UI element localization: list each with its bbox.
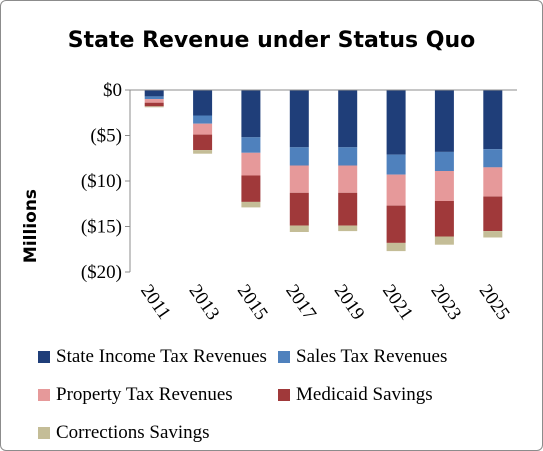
bar-segment-2025-series-0 <box>483 90 503 150</box>
bar-group <box>144 90 503 252</box>
bar-segment-2013-series-4 <box>193 150 213 154</box>
bar-segment-2017-series-2 <box>289 165 309 193</box>
bar-segment-2021-series-2 <box>386 174 406 206</box>
bar-segment-2017-series-0 <box>289 90 309 148</box>
bar-segment-2017-series-3 <box>289 192 309 226</box>
bar-segment-2013-series-0 <box>193 90 213 116</box>
bar-segment-2013-series-2 <box>193 123 213 135</box>
x-tick-label: 2019 <box>330 281 369 324</box>
bar-segment-2011-series-4 <box>144 106 164 108</box>
legend-swatch <box>38 389 50 401</box>
legend-swatch <box>278 389 290 401</box>
bar-segment-2021-series-0 <box>386 90 406 155</box>
bar-segment-2025-series-4 <box>483 231 503 238</box>
legend-label: Property Tax Revenues <box>56 384 233 405</box>
legend-swatch <box>278 351 290 363</box>
bar-segment-2019-series-1 <box>338 147 358 166</box>
legend-item: Medicaid Savings <box>278 384 433 406</box>
legend-label: State Income Tax Revenues <box>56 346 267 367</box>
y-tick-label: ($5) <box>90 126 122 147</box>
bar-segment-2023-series-3 <box>434 201 454 237</box>
bar-segment-2023-series-4 <box>434 236 454 245</box>
bar-segment-2017-series-1 <box>289 147 309 166</box>
y-tick-labels: $0 ($5) ($10) ($15) ($20) <box>81 80 130 283</box>
bar-segment-2015-series-4 <box>241 201 261 208</box>
y-tick-label: $0 <box>103 80 122 101</box>
legend-label: Medicaid Savings <box>296 384 433 405</box>
x-tick-label: 2011 <box>136 281 175 324</box>
y-tick-label: ($20) <box>81 262 122 283</box>
legend-item: Corrections Savings <box>38 422 210 444</box>
x-tick-label: 2017 <box>281 281 320 324</box>
bar-segment-2015-series-1 <box>241 137 261 153</box>
bar-segment-2015-series-2 <box>241 152 261 176</box>
bar-segment-2021-series-3 <box>386 205 406 243</box>
x-tick-label: 2015 <box>233 281 272 324</box>
legend-label: Corrections Savings <box>56 422 210 443</box>
bar-segment-2017-series-4 <box>289 225 309 232</box>
bar-segment-2011-series-1 <box>144 96 164 100</box>
x-tick-labels: 2011 2013 2015 2017 2019 2021 2023 2025 <box>136 281 514 324</box>
bar-segment-2011-series-2 <box>144 99 164 103</box>
axes <box>129 89 517 272</box>
bar-segment-2011-series-0 <box>144 90 164 97</box>
bar-segment-2011-series-3 <box>144 102 164 107</box>
legend-swatch <box>38 427 50 439</box>
x-tick-label: 2021 <box>378 281 417 324</box>
bar-segment-2019-series-4 <box>338 225 358 232</box>
y-tick-label: ($10) <box>81 171 122 192</box>
y-tick-label: ($15) <box>81 217 122 238</box>
bar-segment-2013-series-1 <box>193 115 213 124</box>
bar-segment-2015-series-0 <box>241 90 261 138</box>
bar-segment-2025-series-1 <box>483 149 503 168</box>
x-tick-label: 2025 <box>475 281 514 324</box>
bar-segment-2019-series-3 <box>338 192 358 226</box>
bar-segment-2019-series-0 <box>338 90 358 148</box>
x-tick-label: 2013 <box>184 281 223 324</box>
legend-item: Property Tax Revenues <box>38 384 233 406</box>
bar-segment-2015-series-3 <box>241 175 261 202</box>
legend-label: Sales Tax Revenues <box>296 346 448 367</box>
legend-item: Sales Tax Revenues <box>278 346 447 368</box>
legend-item: State Income Tax Revenues <box>38 346 267 368</box>
bar-segment-2013-series-3 <box>193 134 213 151</box>
bar-segment-2021-series-1 <box>386 154 406 175</box>
x-tick-label: 2023 <box>426 281 465 324</box>
bar-segment-2025-series-2 <box>483 167 503 197</box>
chart-title: State Revenue under Status Quo <box>67 28 476 53</box>
bar-segment-2019-series-2 <box>338 165 358 193</box>
bar-segment-2023-series-2 <box>434 171 454 201</box>
bar-segment-2023-series-0 <box>434 90 454 152</box>
bar-segment-2025-series-3 <box>483 196 503 232</box>
bar-segment-2023-series-1 <box>434 151 454 171</box>
legend-swatch <box>38 351 50 363</box>
bar-segment-2021-series-4 <box>386 242 406 252</box>
